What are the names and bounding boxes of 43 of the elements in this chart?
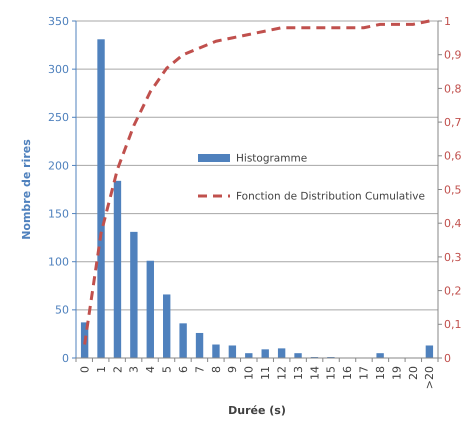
x-tick-label: 13 [292,366,305,380]
x-tick-label: 12 [275,366,288,380]
y-tick-label: 300 [48,62,69,76]
x-tick-label: 6 [176,366,190,373]
y2-tick-label: 0,9 [444,48,462,62]
y2-tick-label: 0,3 [444,250,462,264]
legend-label: Histogramme [236,152,308,165]
x-tick-label: 7 [193,366,206,373]
y2-tick-label: 0,8 [444,82,462,96]
x-tick-label: 4 [144,366,158,373]
x-tick-label: 1 [94,366,108,373]
x-tick-label: 3 [128,366,141,373]
y-axis-title: Nombre de rires [20,138,33,240]
y-tick-label: 50 [55,304,69,317]
x-tick-label: 18 [374,366,387,380]
legend-label: Fonction de Distribution Cumulative [236,190,425,203]
x-tick-label: 19 [390,366,404,380]
x-tick-label: 0 [78,366,92,373]
x-tick-label: 2 [111,366,124,373]
x-tick-label: 5 [160,366,174,373]
y2-tick-label: 0,5 [444,183,462,196]
x-axis-title: Durée (s) [228,404,286,417]
x-tick-label: 20 [406,366,420,380]
x-tick-label: 8 [210,366,223,373]
y-tick-label: 200 [48,159,69,172]
y-tick-label: 150 [48,207,69,220]
y2-tick-label: 0,6 [444,150,462,163]
x-tick-label: >20 [423,366,436,390]
x-tick-label: 15 [324,366,338,380]
x-tick-label: 16 [341,366,354,380]
y2-tick-label: 0,4 [444,217,462,230]
y2-tick-label: 0,1 [444,318,462,332]
y2-tick-label: 0,7 [444,116,462,129]
x-tick-label: 10 [242,366,256,380]
y2-tick-label: 0,2 [444,284,462,298]
y-tick-label: 100 [48,256,69,269]
x-tick-label: 17 [358,366,371,380]
y-tick-label: 350 [48,14,69,28]
y2-tick-label: 1 [444,14,451,28]
x-tick-label: 11 [259,366,272,380]
x-tick-label: 9 [226,366,240,373]
y-tick-label: 250 [48,111,69,124]
x-tick-label: 14 [308,366,322,380]
